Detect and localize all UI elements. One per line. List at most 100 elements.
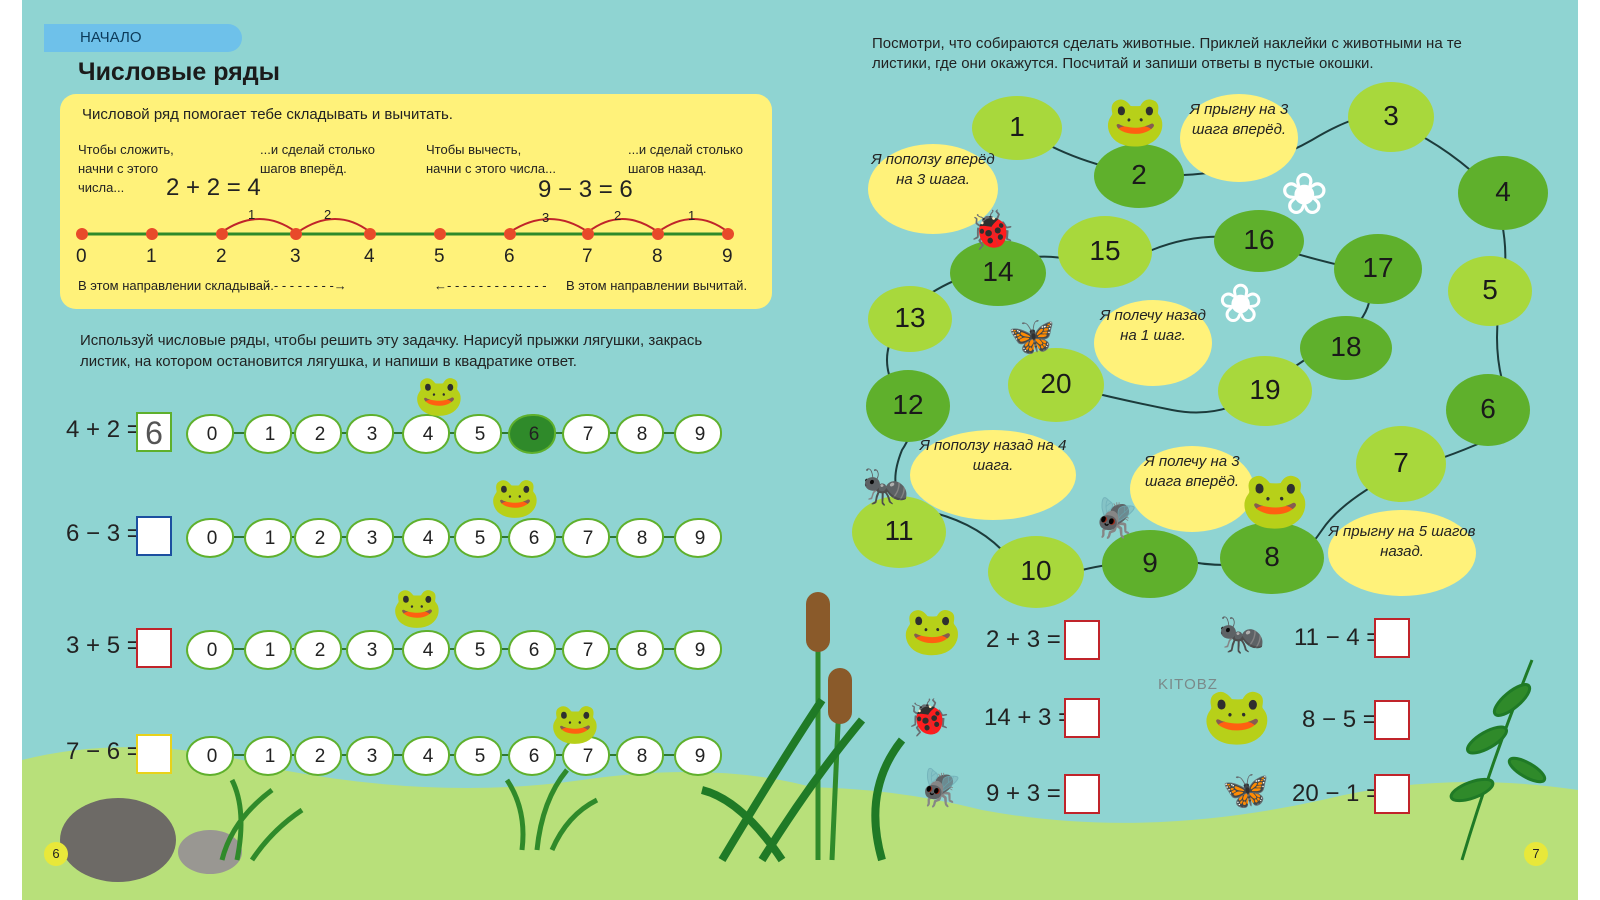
lily-pad[interactable]: 2 [294,518,342,558]
page-title: Числовые ряды [78,58,280,86]
board-lily-pad-number: 19 [1249,374,1281,405]
lily-pad-number: 6 [528,746,540,767]
lily-pad[interactable]: 7 [562,414,610,454]
lily-pad[interactable]: 5 [454,518,502,558]
lily-pad-number: 7 [582,528,594,549]
lily-pad[interactable]: 6 [508,630,556,670]
lily-pad[interactable]: 5 [454,630,502,670]
lily-pad[interactable]: 8 [616,414,664,454]
lily-pad[interactable]: 4 [402,518,450,558]
frog-sticker-icon: 🐸 [902,605,962,658]
answer-box[interactable] [1064,620,1100,660]
lily-pad[interactable]: 2 [294,736,342,776]
answer-box[interactable] [136,734,172,774]
lily-pad[interactable]: 9 [674,414,722,454]
lily-pad[interactable]: 7 [562,518,610,558]
lily-pad[interactable]: 3 [346,736,394,776]
frog-icon: 🐸 [490,476,540,520]
board-lily-pad[interactable]: 15 [1058,216,1152,288]
answer-box[interactable] [1374,700,1410,740]
number-line-dot [582,228,594,240]
lily-pad[interactable]: 5 [454,414,502,454]
lily-pad[interactable]: 6 [508,414,556,454]
board-lily-pad[interactable]: 16 [1214,210,1304,272]
lily-pad[interactable]: 6 [508,736,556,776]
lily-pad[interactable]: 9 [674,736,722,776]
lily-pad[interactable]: 9 [674,518,722,558]
lily-pad[interactable]: 3 [346,414,394,454]
board-lily-pad[interactable]: 12 [866,370,950,442]
board-lily-pad-number: 13 [894,302,926,333]
board-lily-pad[interactable]: 19 [1218,356,1312,426]
board-lily-pad-number: 9 [1142,547,1158,578]
sub-jump-2: 2 [614,208,622,223]
lily-pad[interactable]: 2 [294,414,342,454]
answer-box[interactable] [136,516,172,556]
lily-pad[interactable]: 8 [616,736,664,776]
lily-pad[interactable]: 1 [244,736,292,776]
board-lily-pad[interactable]: 8 [1220,522,1324,594]
task-equation: 3 + 5 = [66,632,141,659]
add-direction-arrow: - - - - - - - - - -→ [258,278,347,293]
page-number-left: 6 [44,842,68,866]
lily-pad[interactable]: 1 [244,518,292,558]
lily-pad[interactable]: 5 [454,736,502,776]
number-line-dot [652,228,664,240]
board-lily-pad-number: 1 [1009,111,1025,142]
board-lily-pad[interactable]: 11 [852,496,946,568]
board-lily-pad[interactable]: 7 [1356,426,1446,502]
lily-pad[interactable]: 0 [186,736,234,776]
lily-pad-number: 5 [474,528,486,549]
answer-box[interactable] [1064,774,1100,814]
board-lily-pad[interactable]: 3 [1348,82,1434,152]
board-lily-pad[interactable]: 4 [1458,156,1548,230]
dragonfly-icon: 🪰 [1092,498,1140,540]
lily-pad-number: 9 [694,528,706,549]
rock [60,798,176,882]
board-equation: 8 − 5 = [1302,706,1377,733]
board-lily-pad[interactable]: 14 [950,240,1046,306]
lily-pad[interactable]: 0 [186,518,234,558]
sub-jump-3: 1 [688,208,696,223]
board-lily-pad[interactable]: 17 [1334,234,1422,304]
board-lily-pad[interactable]: 5 [1448,256,1532,326]
grass-left [219,768,599,862]
lily-pad[interactable]: 9 [674,630,722,670]
lily-pad[interactable]: 0 [186,630,234,670]
lily-pad[interactable]: 3 [346,518,394,558]
board-lily-pad[interactable]: 9 [1102,530,1198,598]
lily-pad[interactable]: 7 [562,630,610,670]
answer-box[interactable] [136,628,172,668]
lily-pad-number: 2 [314,746,326,767]
answer-box[interactable] [1374,618,1410,658]
board-lily-pad[interactable]: 2 [1094,144,1184,208]
lily-pad[interactable]: 0 [186,414,234,454]
lily-pad[interactable]: 7 [562,736,610,776]
board-lily-pad[interactable]: 18 [1300,316,1392,380]
lily-pad-number: 7 [582,424,594,445]
board-lily-pad[interactable]: 6 [1446,374,1530,446]
answer-box[interactable] [1064,698,1100,738]
lily-pad[interactable]: 8 [616,518,664,558]
lily-pad[interactable]: 4 [402,414,450,454]
board-lily-pad[interactable]: 20 [1008,348,1104,422]
number-line-label: 4 [364,246,375,267]
answer-box[interactable] [1374,774,1410,814]
lily-pad[interactable]: 1 [244,630,292,670]
lily-pad[interactable]: 3 [346,630,394,670]
add-note-2: ...и сделай столько шагов вперёд. [260,142,375,176]
lily-pad[interactable]: 4 [402,736,450,776]
sub-jump-1: 3 [542,210,550,225]
board-lily-pad[interactable]: 1 [972,96,1062,160]
lily-pad[interactable]: 4 [402,630,450,670]
lily-pad[interactable]: 8 [616,630,664,670]
lily-pad-number: 4 [422,424,434,445]
lily-pad[interactable]: 1 [244,414,292,454]
number-line-dot [722,228,734,240]
lily-pad[interactable]: 2 [294,630,342,670]
board-lily-pad[interactable]: 13 [868,286,952,352]
lily-pad-number: 1 [264,424,276,445]
lily-pad[interactable]: 6 [508,518,556,558]
board-lily-pad[interactable]: 10 [988,536,1084,608]
answer-box[interactable]: 6 [136,412,172,452]
